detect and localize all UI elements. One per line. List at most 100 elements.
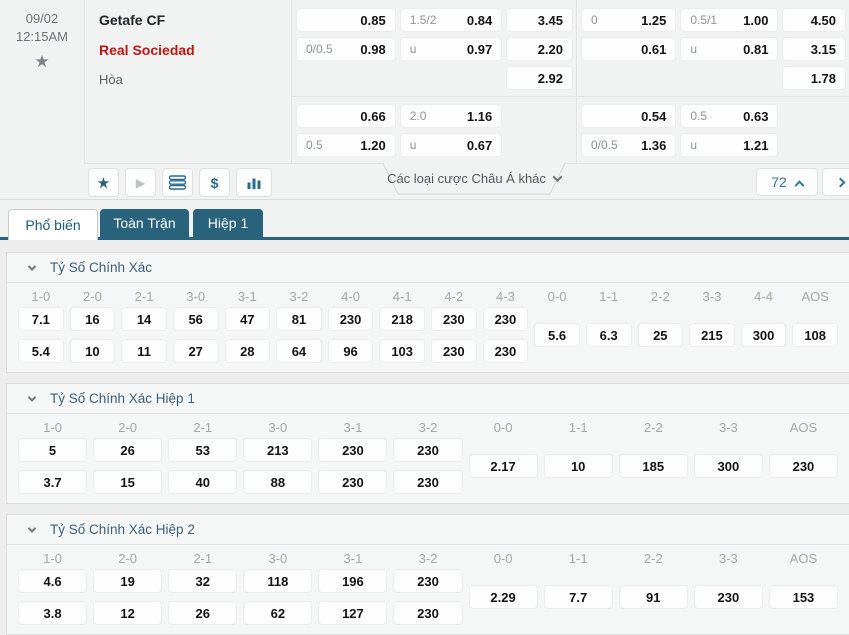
score-odds-away[interactable]: 230 [393, 470, 463, 494]
score-odds-away[interactable]: 3.8 [18, 601, 88, 625]
score-odds-home[interactable]: 5 [18, 438, 88, 462]
score-odds-home[interactable]: 32 [168, 569, 238, 593]
score-odds-draw[interactable]: 300 [693, 454, 763, 478]
tab-first-half[interactable]: Hiệp 1 [193, 209, 263, 237]
score-odds-draw[interactable]: 185 [618, 454, 688, 478]
odds-box-ou[interactable]: 2.0 1.16 [399, 104, 503, 128]
odds-box-ou[interactable]: u 1.21 [680, 133, 779, 157]
score-odds-draw[interactable]: 5.6 [534, 323, 580, 347]
score-odds-away[interactable]: 26 [168, 601, 238, 625]
favorite-button[interactable]: ★ [88, 168, 119, 197]
score-odds-draw[interactable]: 230 [768, 454, 838, 478]
score-odds-home[interactable]: 230 [393, 569, 463, 593]
score-odds-home[interactable]: 7.1 [18, 307, 64, 331]
score-odds-home[interactable]: 47 [224, 307, 271, 331]
odds-box-ou[interactable]: 0.5/1 1.00 [680, 8, 779, 32]
panel-header[interactable]: Tỷ Số Chính Xác Hiệp 1 [7, 384, 849, 414]
score-odds-home[interactable]: 16 [69, 307, 116, 331]
odds-box-ah[interactable]: 0 1.25 [581, 8, 677, 32]
odds-box-ah[interactable]: 0.61 [581, 37, 677, 61]
score-odds-away[interactable]: 230 [482, 339, 529, 363]
score-odds-away[interactable]: 15 [93, 470, 163, 494]
score-odds-away[interactable]: 230 [318, 470, 388, 494]
score-odds-home[interactable]: 230 [327, 307, 374, 331]
score-odds-away[interactable]: 10 [69, 339, 116, 363]
score-odds-home[interactable]: 230 [482, 307, 529, 331]
score-odds-home[interactable]: 26 [93, 438, 163, 462]
score-odds-home[interactable]: 118 [243, 569, 313, 593]
score-odds-home[interactable]: 56 [172, 307, 219, 331]
score-odds-home[interactable]: 230 [431, 307, 477, 331]
score-odds-draw[interactable]: 2.17 [468, 454, 538, 478]
odds-box-1x2[interactable]: 3.45 [506, 8, 573, 32]
tab-full-match[interactable]: Toàn Trận [100, 209, 189, 237]
stats-button[interactable] [236, 168, 272, 197]
odds-box-ou[interactable]: u 0.67 [399, 133, 503, 157]
score-odds-home[interactable]: 213 [243, 438, 313, 462]
score-odds-draw[interactable]: 300 [740, 323, 787, 347]
score-odds-draw[interactable]: 153 [768, 585, 838, 609]
score-odds-home[interactable]: 230 [393, 438, 463, 462]
score-odds-away[interactable]: 230 [393, 601, 463, 625]
odds-box-1x2[interactable]: 2.92 [506, 66, 573, 90]
panel-header[interactable]: Tỷ Số Chính Xác Hiệp 2 [7, 515, 849, 545]
odds-box-ou[interactable]: u 0.81 [680, 37, 779, 61]
live-stream-button[interactable]: ▶ [125, 168, 156, 197]
panel-title: Tỷ Số Chính Xác Hiệp 2 [50, 522, 195, 537]
score-odds-away[interactable]: 3.7 [18, 470, 88, 494]
score-odds-home[interactable]: 218 [379, 307, 425, 331]
tab-popular[interactable]: Phổ biến [8, 209, 98, 240]
odds-box-ou[interactable]: u 0.97 [399, 37, 503, 61]
odds-box-1x2[interactable]: 4.50 [782, 8, 846, 32]
score-odds-home[interactable]: 196 [318, 569, 388, 593]
score-odds-draw[interactable]: 215 [689, 323, 735, 347]
score-odds-home[interactable]: 19 [93, 569, 163, 593]
score-odds-home[interactable]: 230 [318, 438, 388, 462]
bet-stack-button[interactable] [162, 168, 193, 197]
odds-box-1x2[interactable]: 2.20 [506, 37, 573, 61]
market-count-toggle[interactable]: 72 [756, 168, 818, 196]
score-odds-draw[interactable]: 91 [618, 585, 688, 609]
favorite-star-icon[interactable]: ★ [34, 52, 50, 71]
score-odds-home[interactable]: 81 [276, 307, 322, 331]
score-odds-away[interactable]: 88 [243, 470, 313, 494]
odds-box-ah[interactable]: 0.66 [296, 104, 396, 128]
score-odds-away[interactable]: 230 [431, 339, 477, 363]
odds-box-1x2[interactable]: 3.15 [782, 37, 846, 61]
score-odds-away[interactable]: 127 [318, 601, 388, 625]
odds-box-ah[interactable]: 0/0.5 0.98 [296, 37, 396, 61]
odds-box-ou[interactable]: 1.5/2 0.84 [399, 8, 503, 32]
score-odds-away[interactable]: 103 [379, 339, 425, 363]
score-odds-draw[interactable]: 10 [543, 454, 613, 478]
score-odds-home[interactable]: 4.6 [18, 569, 88, 593]
score-odds-away[interactable]: 27 [172, 339, 219, 363]
odds-box-ah[interactable]: 0.5 1.20 [296, 133, 396, 157]
score-odds-away[interactable]: 62 [243, 601, 313, 625]
odds-box-1x2[interactable]: 1.78 [782, 66, 846, 90]
odds-box-ah[interactable]: 0.54 [581, 104, 677, 128]
next-match-button[interactable] [822, 168, 849, 196]
score-odds-draw[interactable]: 25 [637, 323, 684, 347]
odds-box-ah[interactable]: 0.85 [296, 8, 396, 32]
score-odds-draw[interactable]: 7.7 [543, 585, 613, 609]
score-odds-away[interactable]: 40 [168, 470, 238, 494]
score-odds-away[interactable]: 64 [276, 339, 322, 363]
score-odds-draw[interactable]: 230 [693, 585, 763, 609]
odds-box-ah[interactable]: 0/0.5 1.36 [581, 133, 677, 157]
score-odds-away[interactable]: 5.4 [18, 339, 64, 363]
score-column: 118 62 [240, 569, 315, 625]
odds-box-ou[interactable]: 0.5 0.63 [680, 104, 779, 128]
score-odds-draw[interactable]: 108 [792, 323, 838, 347]
cashout-button[interactable]: $ [199, 168, 230, 197]
panel-header[interactable]: Tỷ Số Chính Xác [7, 253, 849, 283]
score-odds-away[interactable]: 96 [327, 339, 374, 363]
asian-markets-dropdown[interactable]: Các loại cược Châu Á khác [383, 163, 565, 196]
score-odds-away[interactable]: 12 [93, 601, 163, 625]
score-odds-home[interactable]: 53 [168, 438, 238, 462]
dropdown-label: Các loại cược Châu Á khác [387, 170, 546, 186]
score-odds-draw[interactable]: 6.3 [585, 323, 632, 347]
score-odds-away[interactable]: 11 [121, 339, 167, 363]
score-odds-away[interactable]: 28 [224, 339, 271, 363]
score-odds-home[interactable]: 14 [121, 307, 167, 331]
score-odds-draw[interactable]: 2.29 [468, 585, 538, 609]
